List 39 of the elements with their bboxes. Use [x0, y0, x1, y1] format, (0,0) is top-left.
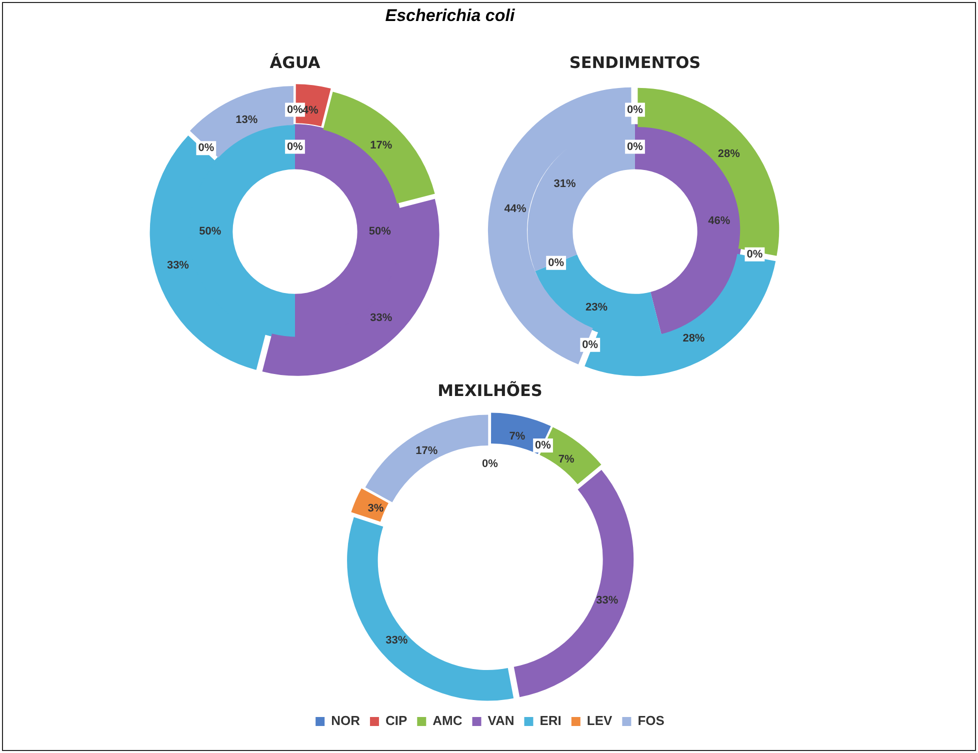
legend-label: VAN: [488, 713, 514, 728]
data-label: 17%: [416, 444, 438, 457]
text: 0%: [582, 338, 598, 351]
data-label: 28%: [718, 148, 740, 160]
text: Escherichia coli: [384, 6, 516, 26]
data-label: 3%: [368, 502, 384, 515]
data-label: 17%: [370, 139, 392, 152]
legend-label: NOR: [331, 713, 361, 728]
text: 0%: [198, 142, 214, 154]
chart-title: MEXILHÕES: [438, 380, 542, 400]
chart-title: ÁGUA: [270, 52, 321, 72]
text: 0%: [746, 248, 763, 260]
data-label: 28%: [682, 332, 705, 344]
legend-label: ERI: [540, 713, 562, 728]
text: 0%: [482, 458, 498, 470]
data-label: 33%: [386, 634, 408, 646]
text: 0%: [287, 140, 303, 153]
legend-label: CIP: [385, 713, 408, 728]
legend-label: FOS: [638, 713, 665, 728]
data-label: 33%: [370, 312, 392, 324]
text: 0%: [548, 256, 564, 269]
text: 0%: [287, 104, 303, 116]
data-label: 33%: [166, 260, 190, 272]
data-label: 7%: [509, 430, 526, 443]
text: 0%: [627, 104, 643, 116]
data-label: 50%: [199, 226, 222, 238]
data-label: 50%: [368, 226, 392, 238]
text: 0%: [535, 439, 551, 452]
data-label: 44%: [504, 202, 527, 215]
text: 0%: [627, 140, 643, 153]
data-label: 31%: [554, 178, 576, 190]
data-label: 7%: [558, 454, 574, 466]
legend-label: LEV: [586, 713, 613, 728]
data-label: 33%: [596, 594, 618, 606]
legend-label: AMC: [432, 713, 463, 728]
data-label: 13%: [236, 114, 258, 126]
data-label: 46%: [708, 214, 730, 227]
chart-title: SENDIMENTOS: [569, 52, 701, 72]
data-label: 23%: [585, 301, 608, 314]
